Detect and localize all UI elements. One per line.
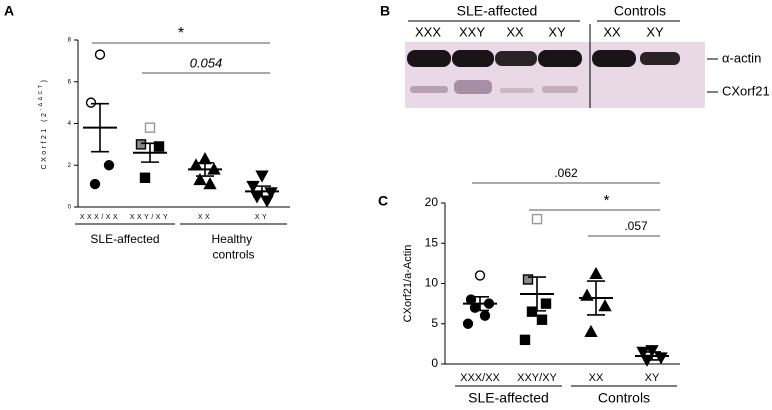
data-point xyxy=(531,213,543,225)
y-tick-label: 5 xyxy=(431,316,438,330)
group-label-line: Healthy xyxy=(211,232,255,246)
significance-label: 0.054 xyxy=(190,55,223,70)
error-bar xyxy=(91,102,109,153)
data-point xyxy=(203,177,217,190)
error-bar xyxy=(253,185,271,198)
data-point xyxy=(474,270,486,281)
error-bar xyxy=(643,351,661,361)
data-point xyxy=(89,178,101,190)
y-axis-label-part: CXorf21/a-Actin xyxy=(402,245,414,323)
data-point xyxy=(589,266,603,280)
y-axis-label: CXorf21 (2-ΔΔCT) xyxy=(38,78,47,170)
x-tick-label: XXY/XY xyxy=(130,214,170,221)
y-tick-label: 20 xyxy=(425,195,439,209)
x-tick-label: XX xyxy=(198,214,212,221)
panel-letter: A xyxy=(4,3,14,19)
y-tick-label: 15 xyxy=(425,235,439,249)
data-point xyxy=(645,345,659,358)
group-label: Healthy controls xyxy=(211,232,255,262)
band xyxy=(410,86,448,93)
x-tick-label: XXY/XY xyxy=(517,372,557,384)
band xyxy=(500,88,534,93)
data-point xyxy=(584,324,598,337)
band xyxy=(542,86,578,93)
y-tick-label: 0 xyxy=(68,205,72,211)
blot-group: SLE-affected xyxy=(457,3,538,19)
data-point xyxy=(139,172,151,183)
significance-label: * xyxy=(604,192,610,209)
group-label: SLE-affected xyxy=(468,390,549,406)
blot: SLE-affected Controls XXX XXY XX XY XX X… xyxy=(405,3,770,108)
data-point xyxy=(193,172,207,186)
lane-label: XY xyxy=(548,24,566,39)
significance-label: * xyxy=(178,25,184,42)
y-tick-label: 8 xyxy=(68,38,72,44)
data-point xyxy=(526,306,538,317)
lane-label: XX xyxy=(603,24,621,39)
x-tick-label: XY xyxy=(255,214,269,221)
significance-label: .057 xyxy=(624,219,648,233)
y-axis-label-part: -ΔΔCT xyxy=(38,82,44,110)
data-point xyxy=(536,314,548,325)
data-point xyxy=(153,141,165,152)
y-tick-label: 4 xyxy=(68,121,72,127)
band xyxy=(452,50,494,67)
x-tick-label: XXX/XX xyxy=(80,214,120,221)
data-point xyxy=(462,318,474,329)
data-point xyxy=(144,122,156,133)
data-point xyxy=(260,195,274,208)
data-point xyxy=(103,160,115,171)
y-axis-label-part: ) xyxy=(41,78,48,83)
data-point xyxy=(519,334,531,346)
data-point xyxy=(189,158,203,171)
lane-label: XXY xyxy=(459,24,485,39)
y-tick-label: 6 xyxy=(68,79,72,85)
data-point xyxy=(598,299,612,312)
band-label: α-actin xyxy=(722,50,761,65)
band xyxy=(407,50,451,67)
significance-label: .062 xyxy=(554,166,578,180)
lane-label: XXX xyxy=(415,24,441,39)
lane-label: XX xyxy=(506,24,524,39)
panel-letter: B xyxy=(380,3,390,19)
error-bar xyxy=(196,161,214,177)
band xyxy=(640,52,680,65)
data-point xyxy=(85,97,97,108)
data-point xyxy=(654,352,668,365)
blot-group: Controls xyxy=(614,3,666,19)
data-point xyxy=(94,49,106,60)
group-label: Controls xyxy=(598,390,650,406)
group-label: SLE-affected xyxy=(90,232,159,246)
data-point xyxy=(135,139,147,150)
data-point xyxy=(479,310,491,321)
band xyxy=(454,80,492,94)
data-point xyxy=(255,170,269,183)
lane-label: XY xyxy=(646,24,664,39)
y-tick-label: 2 xyxy=(68,163,72,169)
error-bar xyxy=(587,280,605,316)
error-bar xyxy=(528,276,546,312)
band xyxy=(538,50,582,67)
y-axis-label: CXorf21/a-Actin xyxy=(402,245,414,323)
group-label-line: controls xyxy=(212,248,254,262)
band-label: CXorf21 xyxy=(722,83,770,98)
x-tick-label: XXX/XX xyxy=(460,372,500,384)
x-tick-label: XY xyxy=(645,372,660,384)
x-tick-label: XX xyxy=(589,372,604,384)
error-bar xyxy=(141,142,159,163)
error-bar xyxy=(471,295,489,312)
band xyxy=(592,50,636,67)
y-tick-label: 0 xyxy=(431,356,438,370)
data-point xyxy=(540,298,552,309)
y-tick-label: 10 xyxy=(425,276,439,290)
band xyxy=(495,51,537,66)
panel-letter: C xyxy=(378,193,388,209)
data-point xyxy=(522,274,534,285)
y-axis-label-part: CXorf21 (2 xyxy=(41,111,48,170)
